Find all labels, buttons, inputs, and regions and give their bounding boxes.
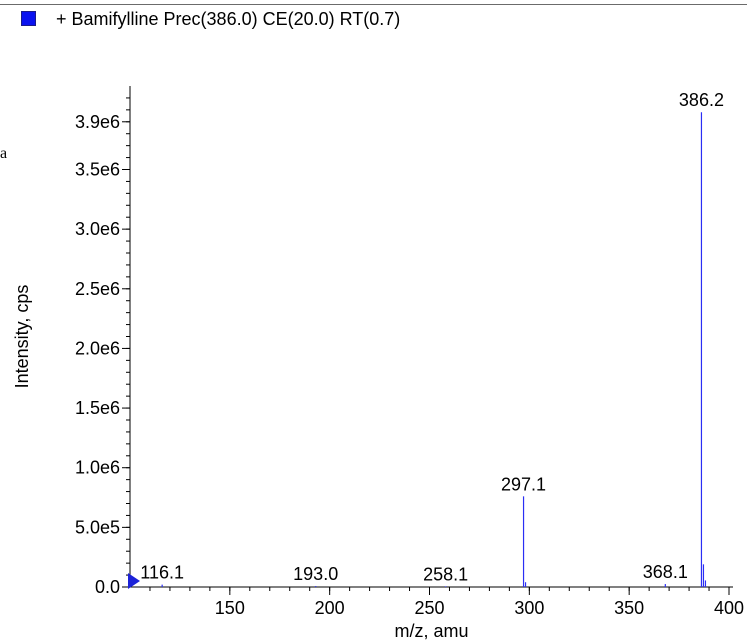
y-tick-label: 1.0e6 bbox=[75, 458, 120, 478]
clipped-side-text: a bbox=[0, 145, 8, 162]
peak-labels: 116.1 193.0 258.1 297.1 368.1 386.2 bbox=[140, 90, 724, 584]
spectrum-peaks bbox=[161, 112, 707, 587]
peak-label: 368.1 bbox=[643, 562, 688, 582]
x-axis-label: m/z, amu bbox=[394, 621, 468, 641]
y-tick-label: 1.5e6 bbox=[75, 398, 120, 418]
peak-label: 116.1 bbox=[140, 563, 184, 583]
peak-label: 297.1 bbox=[501, 474, 546, 494]
y-tick-label: 2.5e6 bbox=[75, 279, 120, 299]
x-tick-label: 150 bbox=[215, 598, 245, 618]
y-tick-label: 5.0e5 bbox=[75, 517, 120, 537]
cursor-marker-icon[interactable] bbox=[128, 573, 140, 589]
legend-swatch bbox=[21, 11, 36, 26]
chart-axes bbox=[129, 86, 733, 588]
x-tick-label: 300 bbox=[514, 598, 544, 618]
x-axis-ticks: 150 200 250 300 350 400 bbox=[149, 587, 744, 618]
y-tick-label: 3.5e6 bbox=[75, 160, 120, 180]
legend-label: + Bamifylline Prec(386.0) CE(20.0) RT(0.… bbox=[56, 9, 401, 29]
peak-label: 258.1 bbox=[423, 564, 468, 584]
y-tick-label: 3.9e6 bbox=[75, 112, 120, 132]
peak-label: 386.2 bbox=[679, 90, 724, 110]
x-tick-label: 200 bbox=[315, 598, 345, 618]
peak-label: 193.0 bbox=[293, 564, 338, 584]
x-tick-label: 400 bbox=[714, 598, 744, 618]
y-axis-label: Intensity, cps bbox=[12, 285, 32, 389]
y-tick-label: 2.0e6 bbox=[75, 338, 120, 358]
top-rule bbox=[0, 4, 747, 5]
y-tick-label: 0.0 bbox=[95, 577, 120, 597]
y-axis-ticks: 0.0 5.0e5 1.0e6 1.5e6 2.0e6 2.5e6 3.0e6 3.5e6 3.… bbox=[75, 97, 130, 597]
x-tick-label: 250 bbox=[414, 598, 444, 618]
y-tick-label: 3.0e6 bbox=[75, 219, 120, 239]
x-tick-label: 350 bbox=[614, 598, 644, 618]
